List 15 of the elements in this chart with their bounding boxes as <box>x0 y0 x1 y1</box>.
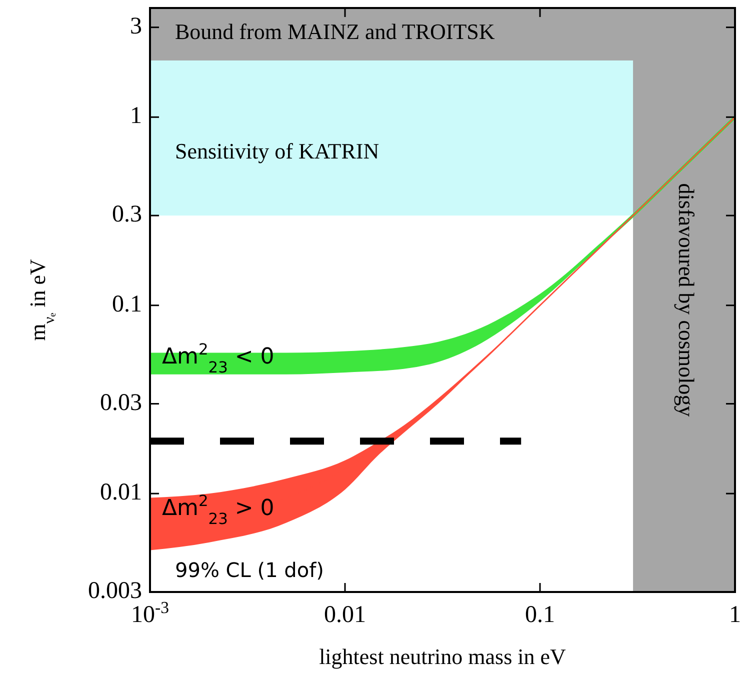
band-label: Sensitivity of KATRIN <box>175 138 380 164</box>
x-tick-label: 0.1 <box>525 602 555 628</box>
band-label: disfavoured by cosmology <box>674 183 699 417</box>
series-label: Δm$^{2}$$_{23}$ > 0 <box>162 492 274 528</box>
y-tick-label: 3 <box>130 12 142 39</box>
x-axis-title: lightest neutrino mass in eV <box>319 644 566 669</box>
annotation: 99% CL (1 dof) <box>175 558 324 582</box>
band-label: Bound from MAINZ and TROITSK <box>175 19 495 44</box>
y-tick-label: 0.03 <box>100 389 142 416</box>
y-tick-label: 0.1 <box>112 290 142 317</box>
y-tick-label: 0.3 <box>112 201 142 228</box>
x-tick-label: 1 <box>729 602 741 628</box>
y-tick-label: 0.01 <box>100 479 142 506</box>
y-tick-label: 1 <box>130 102 142 129</box>
x-tick-label: 0.01 <box>324 602 366 628</box>
